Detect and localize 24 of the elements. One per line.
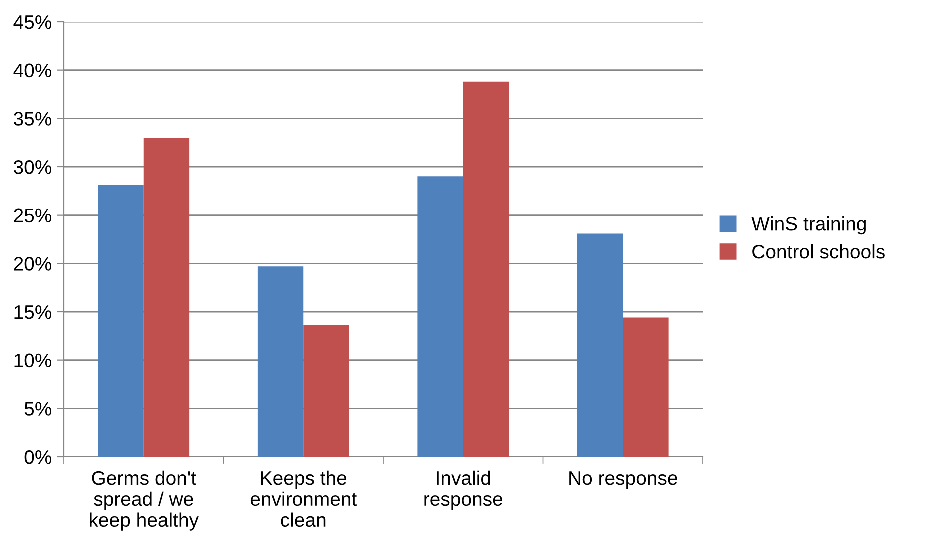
x-tick-label: Keeps the environment clean — [250, 470, 357, 528]
bar — [577, 234, 624, 457]
y-tick-label: 30% — [14, 160, 52, 174]
bar — [98, 185, 144, 457]
x-tick-label: Invalid response — [424, 470, 503, 510]
y-tick-label: 35% — [14, 112, 52, 126]
legend-label: Control schools — [752, 244, 885, 259]
y-tick-label: 25% — [14, 208, 52, 223]
y-tick-label: 20% — [14, 257, 52, 271]
y-tick-label: 15% — [14, 306, 52, 320]
bar — [623, 318, 669, 457]
x-tick-label: No response — [570, 472, 678, 490]
y-tick-label: 10% — [14, 354, 52, 368]
y-tick-label: 45% — [14, 16, 52, 30]
bar — [418, 176, 464, 457]
bar — [144, 138, 190, 457]
y-tick-label: 0% — [24, 450, 52, 464]
y-tick-label: 5% — [24, 402, 52, 416]
bar — [463, 82, 510, 457]
bar — [258, 266, 304, 457]
x-tick-label: Germs don't spread / we keep healthy — [90, 470, 199, 531]
bar — [304, 326, 350, 457]
y-tick-label: 40% — [14, 64, 52, 78]
legend-label: WinS training — [752, 216, 866, 235]
